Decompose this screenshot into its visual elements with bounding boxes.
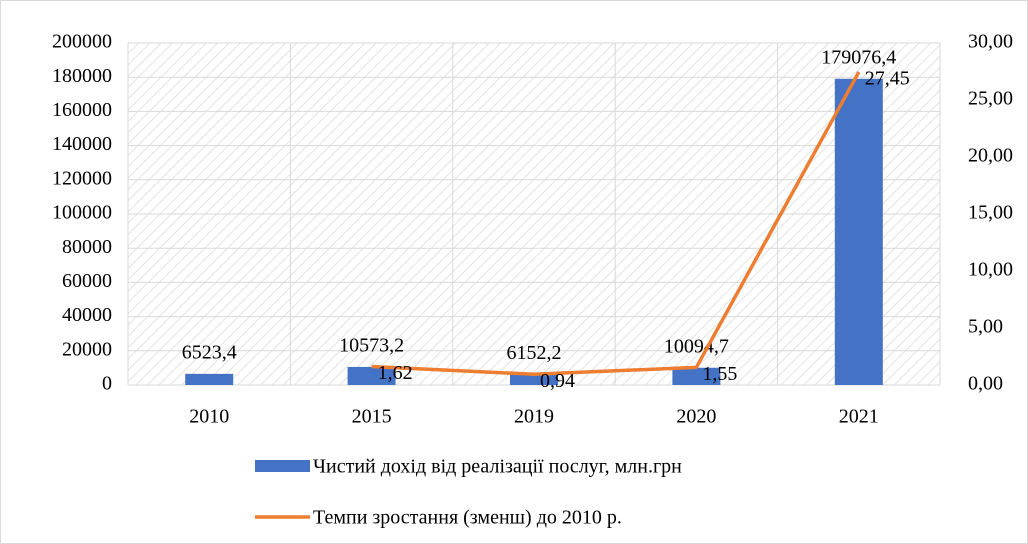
data-label: 6523,4 xyxy=(182,341,237,363)
bar xyxy=(672,367,721,385)
y2-tick-label: 30,00 xyxy=(968,31,1013,53)
y2-tick-label: 0,00 xyxy=(968,373,1003,395)
legend-label: Темпи зростання (зменш) до 2010 р. xyxy=(313,507,622,529)
y-tick-label: 100000 xyxy=(52,202,112,224)
data-label: 10573,2 xyxy=(339,335,404,357)
data-label: 1,62 xyxy=(378,362,413,384)
y-tick-label: 20000 xyxy=(62,338,112,360)
data-label: 10094,7 xyxy=(664,335,729,357)
bar xyxy=(347,366,396,385)
y-tick-label: 40000 xyxy=(62,304,112,326)
y-tick-label: 160000 xyxy=(52,99,112,121)
x-tick-label: 2021 xyxy=(839,406,879,428)
x-tick-label: 2010 xyxy=(189,406,229,428)
y-tick-label: 60000 xyxy=(62,270,112,292)
y-tick-label: 80000 xyxy=(62,236,112,258)
y-tick-label: 200000 xyxy=(52,31,112,53)
y-tick-label: 140000 xyxy=(52,133,112,155)
bar xyxy=(834,78,883,385)
x-tick-label: 2015 xyxy=(352,406,392,428)
x-tick-label: 2019 xyxy=(514,406,554,428)
line xyxy=(371,71,861,377)
data-label: 179076,4 xyxy=(821,46,896,68)
legend-swatch xyxy=(255,460,310,472)
y2-tick-label: 25,00 xyxy=(968,88,1013,110)
x-tick-label: 2020 xyxy=(676,406,716,428)
y2-tick-label: 15,00 xyxy=(968,202,1013,224)
bar xyxy=(185,373,234,385)
data-label: 0,94 xyxy=(540,370,575,392)
y-tick-label: 120000 xyxy=(52,167,112,189)
y2-tick-label: 5,00 xyxy=(968,316,1003,338)
y2-tick-label: 10,00 xyxy=(968,259,1013,281)
y-tick-label: 180000 xyxy=(52,65,112,87)
bar xyxy=(510,374,558,385)
data-label: 1,55 xyxy=(702,363,737,385)
legend-label: Чистий дохід від реалізації послуг, млн.… xyxy=(313,456,682,478)
data-label: 6152,2 xyxy=(507,342,562,364)
y-tick-label: 0 xyxy=(102,373,112,395)
y2-tick-label: 20,00 xyxy=(968,145,1013,167)
data-label: 27,45 xyxy=(865,68,910,90)
